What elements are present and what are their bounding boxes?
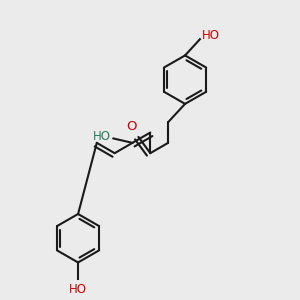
Text: O: O <box>127 120 137 134</box>
Text: HO: HO <box>201 29 219 42</box>
Text: HO: HO <box>69 283 87 296</box>
Text: HO: HO <box>93 130 111 142</box>
